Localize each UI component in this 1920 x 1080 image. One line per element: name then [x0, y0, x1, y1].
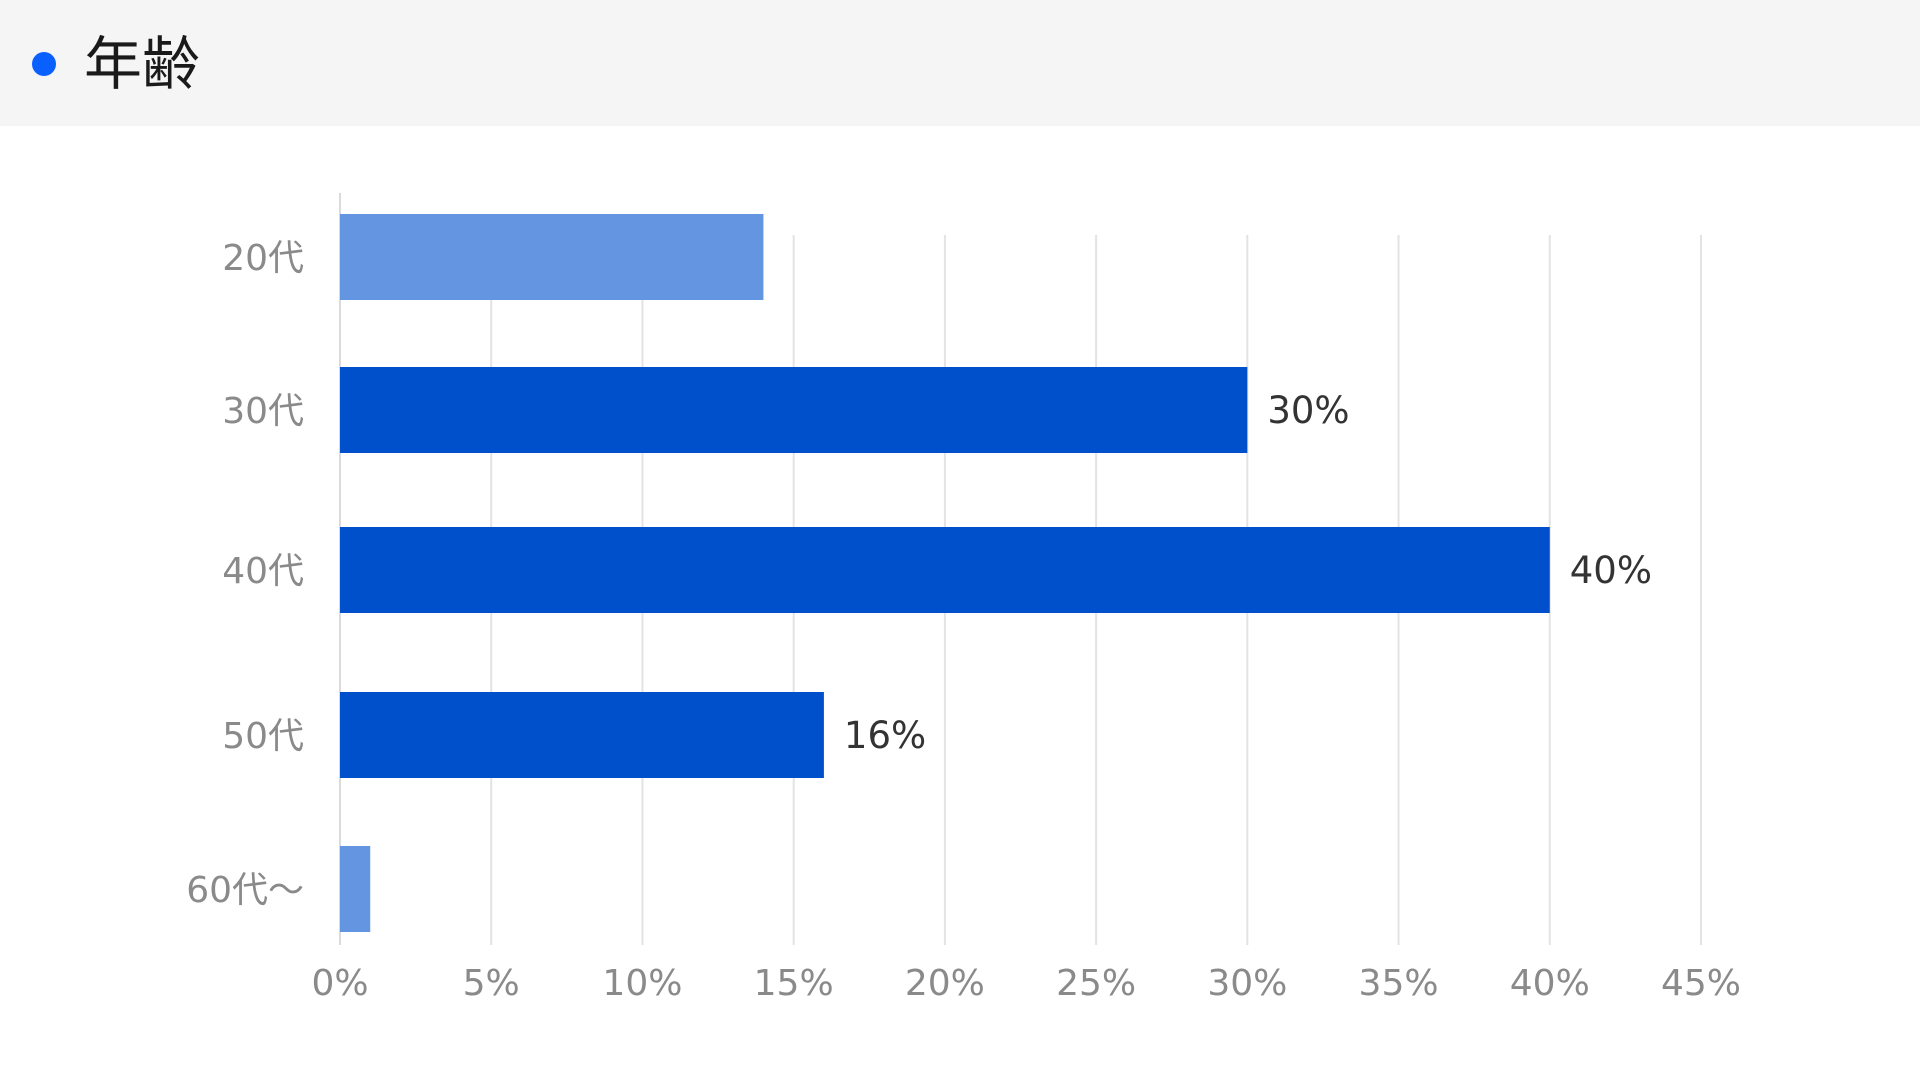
bar: [340, 527, 1550, 613]
category-label: 60代〜: [186, 870, 304, 911]
data-label: 16%: [844, 714, 926, 757]
x-tick-label: 20%: [905, 963, 985, 1004]
bullet-dot-icon: [32, 52, 56, 76]
category-label: 20代: [222, 238, 304, 279]
x-tick-label: 10%: [602, 963, 682, 1004]
bar: [340, 214, 764, 300]
data-label: 30%: [1267, 389, 1349, 432]
x-tick-label: 40%: [1510, 963, 1590, 1004]
x-tick-label: 25%: [1056, 963, 1136, 1004]
x-tick-label: 30%: [1207, 963, 1287, 1004]
category-label: 40代: [222, 551, 304, 592]
bar: [340, 846, 371, 932]
x-tick-label: 35%: [1359, 963, 1439, 1004]
bar: [340, 367, 1248, 453]
x-tick-label: 0%: [311, 963, 368, 1004]
x-tick-label: 45%: [1661, 963, 1741, 1004]
page-title: 年齢: [84, 30, 201, 98]
bar: [340, 692, 824, 778]
section-header: 年齢: [0, 0, 1920, 126]
x-tick-label: 5%: [463, 963, 520, 1004]
data-label: 40%: [1570, 549, 1652, 592]
category-label: 30代: [222, 391, 304, 432]
x-tick-label: 15%: [754, 963, 834, 1004]
category-label: 50代: [222, 716, 304, 757]
